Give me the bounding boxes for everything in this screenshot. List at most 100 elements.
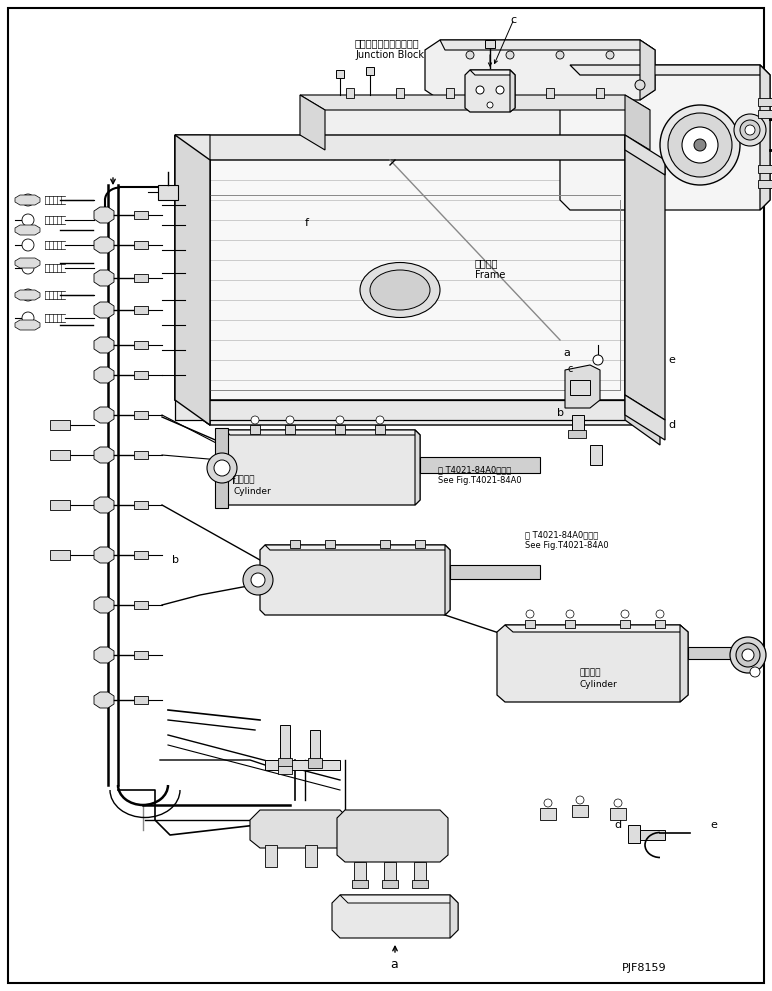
Bar	[250, 425, 260, 434]
Polygon shape	[570, 65, 770, 75]
Bar	[525, 620, 535, 628]
Polygon shape	[470, 70, 515, 75]
Bar	[134, 651, 148, 659]
Polygon shape	[625, 140, 665, 420]
Circle shape	[251, 416, 259, 424]
Bar	[450, 565, 540, 579]
Text: シリンダ: シリンダ	[233, 475, 255, 484]
Circle shape	[22, 289, 34, 301]
Bar	[305, 845, 317, 867]
Polygon shape	[220, 430, 420, 505]
Polygon shape	[94, 447, 114, 463]
Polygon shape	[625, 95, 650, 150]
Bar	[134, 341, 148, 349]
Bar	[50, 420, 70, 430]
Text: Frame: Frame	[475, 270, 506, 280]
Bar	[278, 766, 292, 774]
Bar	[590, 445, 602, 465]
Circle shape	[22, 194, 34, 206]
Bar	[50, 550, 70, 560]
Polygon shape	[425, 40, 655, 100]
Bar	[380, 540, 390, 548]
Bar	[50, 450, 70, 460]
Circle shape	[214, 460, 230, 476]
Circle shape	[251, 573, 265, 587]
Polygon shape	[497, 625, 688, 702]
Bar	[655, 620, 665, 628]
Circle shape	[336, 416, 344, 424]
Bar	[134, 211, 148, 219]
Circle shape	[376, 416, 384, 424]
Polygon shape	[175, 135, 625, 400]
Bar	[414, 862, 426, 882]
Text: PJF8159: PJF8159	[622, 963, 667, 973]
Bar	[280, 725, 290, 760]
Bar	[640, 830, 665, 840]
Bar	[50, 500, 70, 510]
Text: d: d	[614, 820, 621, 830]
Bar	[758, 98, 772, 106]
Circle shape	[734, 114, 766, 146]
Circle shape	[740, 120, 760, 140]
Bar	[610, 808, 626, 820]
Polygon shape	[625, 135, 660, 425]
Polygon shape	[300, 95, 625, 135]
Text: See Fig.T4021-84A0: See Fig.T4021-84A0	[438, 476, 522, 485]
Text: シリンダ: シリンダ	[580, 668, 601, 677]
Circle shape	[682, 127, 718, 163]
Text: b: b	[172, 555, 179, 565]
Bar	[546, 88, 554, 98]
Circle shape	[606, 51, 614, 59]
Bar	[420, 457, 540, 473]
Circle shape	[466, 51, 474, 59]
Bar	[265, 760, 340, 770]
Polygon shape	[680, 625, 688, 702]
Circle shape	[621, 610, 629, 618]
Polygon shape	[15, 320, 40, 330]
Bar	[384, 862, 396, 882]
Ellipse shape	[370, 270, 430, 310]
Bar	[572, 415, 584, 433]
Circle shape	[694, 139, 706, 151]
Polygon shape	[640, 40, 655, 100]
Polygon shape	[94, 647, 114, 663]
Polygon shape	[445, 545, 450, 615]
Text: Cylinder: Cylinder	[580, 680, 618, 689]
Bar	[290, 540, 300, 548]
Bar	[540, 808, 556, 820]
Circle shape	[496, 86, 504, 94]
Polygon shape	[15, 195, 40, 205]
Ellipse shape	[360, 263, 440, 317]
Bar	[412, 880, 428, 888]
Polygon shape	[175, 135, 210, 425]
Circle shape	[476, 86, 484, 94]
Circle shape	[207, 453, 237, 483]
Bar	[134, 451, 148, 459]
Polygon shape	[260, 545, 450, 615]
Circle shape	[745, 125, 755, 135]
Bar	[134, 501, 148, 509]
Circle shape	[22, 214, 34, 226]
Bar	[688, 647, 738, 659]
Text: 第 T4021-84A0図参照: 第 T4021-84A0図参照	[438, 465, 511, 474]
Bar	[134, 371, 148, 379]
Polygon shape	[175, 135, 660, 160]
Circle shape	[750, 667, 760, 677]
Bar	[375, 425, 385, 434]
Bar	[265, 845, 277, 867]
Circle shape	[22, 239, 34, 251]
Text: 第 T4021-84A0図参照: 第 T4021-84A0図参照	[525, 530, 598, 539]
Polygon shape	[215, 428, 228, 508]
Polygon shape	[225, 430, 420, 435]
Polygon shape	[94, 407, 114, 423]
Circle shape	[566, 610, 574, 618]
Polygon shape	[505, 625, 688, 632]
Circle shape	[286, 416, 294, 424]
Circle shape	[243, 565, 273, 595]
Circle shape	[660, 105, 740, 185]
Polygon shape	[300, 95, 325, 150]
Text: Junction Block: Junction Block	[355, 50, 424, 60]
Bar	[568, 430, 586, 438]
Polygon shape	[175, 135, 210, 425]
Circle shape	[576, 796, 584, 804]
